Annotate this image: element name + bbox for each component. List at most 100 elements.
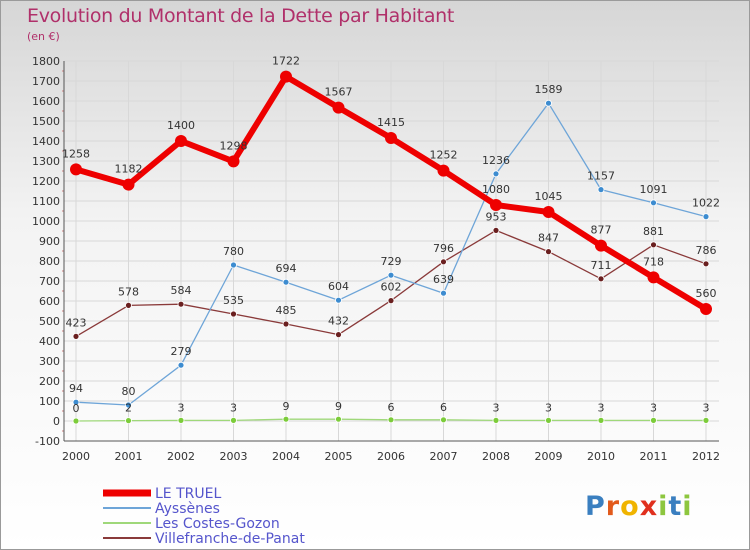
chart-subtitle: (en €)	[27, 30, 60, 43]
data-label: 1298	[220, 139, 248, 152]
data-label: 694	[276, 262, 297, 275]
data-label: 2	[125, 402, 132, 415]
data-point	[72, 332, 80, 340]
x-tick-label: 2005	[325, 450, 353, 463]
data-label: 877	[591, 224, 612, 237]
data-label: 578	[118, 285, 139, 298]
logo-letter: P	[585, 491, 606, 522]
data-point	[70, 163, 82, 176]
data-label: 1022	[692, 197, 720, 210]
data-point	[385, 132, 397, 144]
data-point	[440, 416, 447, 424]
data-point	[282, 320, 290, 328]
data-point	[387, 416, 395, 424]
data-point	[595, 239, 607, 252]
data-point	[387, 297, 395, 305]
data-point	[597, 416, 605, 424]
data-label: 423	[66, 316, 87, 329]
data-label: 80	[122, 385, 136, 398]
data-point	[177, 361, 185, 369]
data-label: 1722	[272, 55, 300, 68]
legend-label: Les Costes-Gozon	[155, 516, 280, 532]
x-tick-label: 2008	[482, 450, 510, 463]
y-tick-label: 400	[39, 335, 60, 348]
data-point	[700, 303, 712, 315]
data-label: 718	[643, 255, 664, 268]
data-point	[125, 417, 132, 425]
data-label: 1045	[535, 190, 563, 203]
data-label: 1589	[535, 83, 563, 96]
data-label: 1415	[377, 116, 405, 129]
data-label: 9	[335, 400, 342, 413]
logo-letter: o	[620, 491, 640, 522]
data-label: 639	[433, 273, 454, 286]
data-label: 711	[591, 259, 612, 272]
x-tick-label: 2010	[587, 450, 615, 463]
data-label: 1091	[640, 183, 668, 196]
data-label: 3	[545, 401, 552, 414]
data-point	[650, 241, 657, 249]
x-tick-label: 2011	[640, 450, 668, 463]
logo-letter: i	[658, 491, 669, 522]
data-label: 1258	[62, 147, 90, 160]
data-point	[597, 186, 605, 194]
data-point	[72, 398, 80, 406]
chart-title: Evolution du Montant de la Dette par Hab…	[27, 5, 455, 27]
data-label: 1080	[482, 183, 510, 196]
data-point	[545, 416, 552, 424]
data-label: 1252	[430, 149, 458, 162]
data-point	[230, 416, 237, 424]
data-point	[335, 296, 342, 304]
data-label: 560	[696, 287, 717, 300]
data-point	[702, 213, 710, 221]
data-label: 6	[440, 401, 447, 414]
y-tick-label: 1200	[32, 175, 60, 188]
data-label: 279	[171, 345, 192, 358]
y-tick-label: 600	[39, 295, 60, 308]
data-label: 1236	[482, 154, 510, 167]
data-label: 6	[388, 401, 395, 414]
data-label: 0	[73, 402, 80, 415]
data-label: 3	[178, 401, 185, 414]
data-label: 584	[171, 284, 192, 297]
data-label: 786	[696, 244, 717, 257]
x-tick-label: 2007	[430, 450, 458, 463]
data-point	[492, 170, 500, 178]
x-tick-label: 2002	[167, 450, 195, 463]
y-tick-label: 800	[39, 255, 60, 268]
data-point	[125, 401, 132, 409]
x-tick-label: 2006	[377, 450, 405, 463]
y-tick-label: 1700	[32, 75, 60, 88]
data-label: 535	[223, 294, 244, 307]
x-tick-label: 2001	[115, 450, 143, 463]
data-label: 796	[433, 242, 454, 255]
y-tick-label: 200	[39, 375, 60, 388]
data-point	[545, 248, 552, 256]
data-label: 881	[643, 225, 664, 238]
data-point	[125, 301, 132, 309]
logo-letter: x	[639, 491, 659, 522]
data-point	[437, 164, 450, 177]
data-label: 953	[486, 210, 507, 223]
data-point	[702, 260, 710, 268]
data-label: 780	[223, 245, 244, 258]
proxiti-logo: Proxiti	[585, 491, 693, 522]
data-point	[542, 206, 555, 218]
x-tick-label: 2003	[220, 450, 248, 463]
data-point	[490, 199, 502, 211]
data-label: 602	[381, 281, 402, 294]
data-point	[492, 416, 500, 424]
data-point	[72, 417, 80, 425]
y-tick-label: 1300	[32, 155, 60, 168]
x-tick-label: 2009	[535, 450, 563, 463]
data-label: 3	[598, 401, 605, 414]
data-point	[335, 331, 342, 339]
data-point	[230, 261, 237, 269]
y-tick-label: 1500	[32, 115, 60, 128]
y-tick-label: 1000	[32, 215, 60, 228]
data-label: 3	[493, 401, 500, 414]
data-point	[332, 101, 345, 114]
data-point	[440, 289, 447, 297]
logo-letter: r	[605, 491, 621, 522]
